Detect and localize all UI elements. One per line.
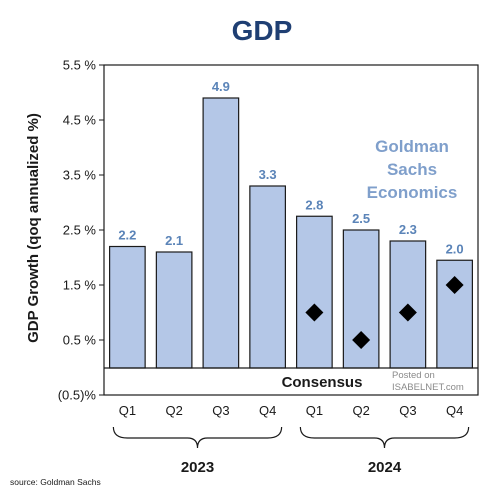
bar-value-label: 2.0 <box>446 241 464 256</box>
year-brace <box>112 426 283 449</box>
annotation-line: Goldman <box>375 137 449 156</box>
bar <box>249 185 286 369</box>
y-tick-label: 2.5 % <box>63 223 97 238</box>
y-axis-label: GDP Growth (qoq annualized %) <box>25 113 42 343</box>
bar <box>296 215 333 369</box>
annotation-line: Sachs <box>387 160 437 179</box>
x-category-label: Q2 <box>352 403 369 418</box>
annotation-goldman-sachs-economics: Goldman Sachs Economics <box>367 137 458 202</box>
watermark-posted-on: Posted on <box>392 370 435 381</box>
year-groups: 2023 2024 <box>112 426 470 476</box>
bar-value-label: 2.3 <box>399 222 417 237</box>
bars-layer: 2.2 2.1 4.9 3.3 2.8 2.5 2.3 2.0 <box>109 79 473 369</box>
y-tick-label: 3.5 % <box>63 168 97 183</box>
bar-value-label: 2.2 <box>118 228 136 243</box>
x-category-labels: Q1 Q2 Q3 Q4 Q1 Q2 Q3 Q4 <box>119 403 464 418</box>
y-tick-label: (0.5)% <box>58 388 97 403</box>
bar-value-label: 3.3 <box>259 167 277 182</box>
bar <box>109 245 146 369</box>
x-category-label: Q3 <box>212 403 229 418</box>
bar <box>155 251 193 369</box>
consensus-label: Consensus <box>282 374 363 391</box>
bar-value-label: 2.1 <box>165 233 183 248</box>
x-category-label: Q2 <box>165 403 182 418</box>
consensus-marker <box>398 303 417 322</box>
x-category-label: Q3 <box>399 403 416 418</box>
y-tick-label: 1.5 % <box>63 278 97 293</box>
axes-layer: 5.5 % 4.5 % 3.5 % 2.5 % 1.5 % 0.5 % (0.5)% <box>58 58 479 403</box>
bar-value-label: 2.8 <box>305 197 323 212</box>
bar <box>202 97 240 369</box>
x-category-label: Q1 <box>306 403 323 418</box>
x-category-label: Q4 <box>259 403 276 418</box>
y-tick-label: 0.5 % <box>63 333 97 348</box>
chart-title: GDP <box>232 15 293 46</box>
annotation-line: Economics <box>367 183 458 202</box>
consensus-marker <box>445 276 464 294</box>
consensus-marker <box>352 331 371 349</box>
x-category-label: Q1 <box>119 403 136 418</box>
consensus-layer <box>305 276 464 349</box>
consensus-marker <box>305 303 324 322</box>
x-category-label: Q4 <box>446 403 463 418</box>
year-brace <box>299 426 470 449</box>
year-label: 2023 <box>181 459 214 476</box>
year-label: 2024 <box>368 459 402 476</box>
y-tick-label: 4.5 % <box>63 113 97 128</box>
y-tick-label: 5.5 % <box>63 58 97 73</box>
watermark-isabelnet: ISABELNET.com <box>392 382 464 393</box>
source-note: source: Goldman Sachs <box>10 477 101 487</box>
bar-value-label: 2.5 <box>352 211 370 226</box>
bar-value-label: 4.9 <box>212 79 230 94</box>
